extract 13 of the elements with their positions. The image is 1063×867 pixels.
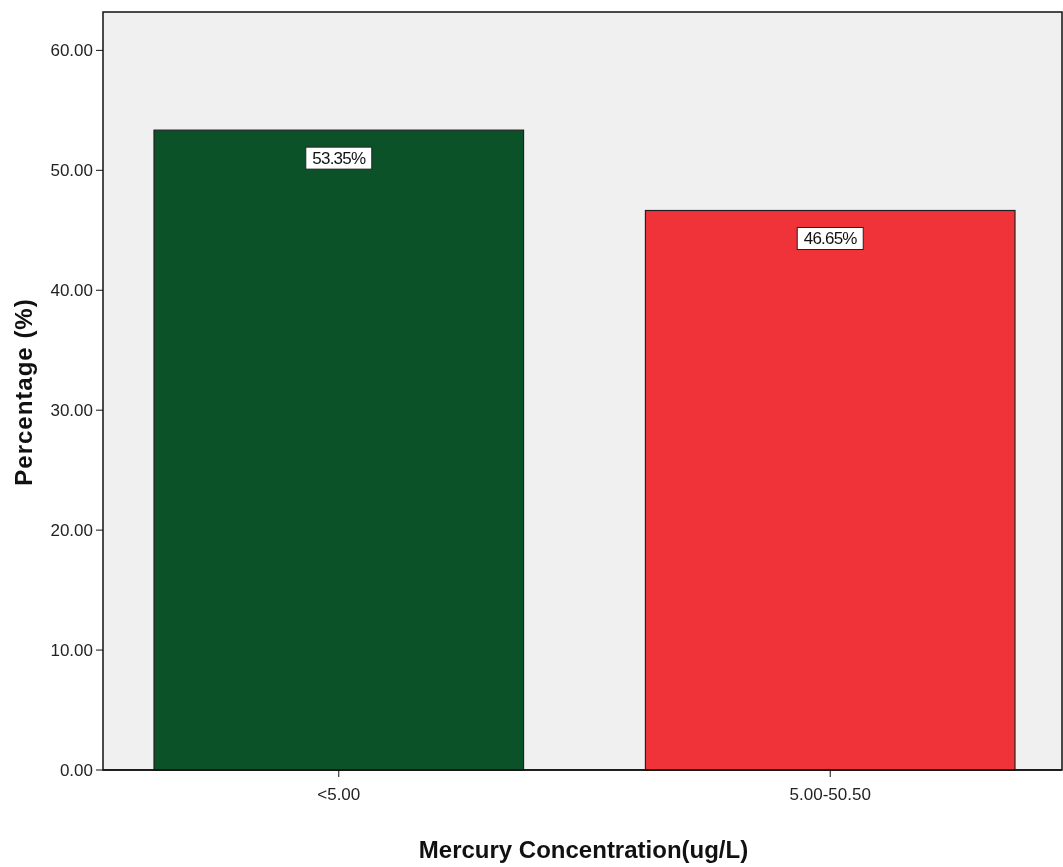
y-tick-label: 20.00 xyxy=(50,521,93,541)
y-tick-label: 60.00 xyxy=(50,41,93,61)
x-axis-title: Mercury Concentration(ug/L) xyxy=(418,836,749,863)
data-label: 46.65% xyxy=(803,229,858,249)
y-tick-label: 50.00 xyxy=(50,161,93,181)
y-tick-label: 40.00 xyxy=(50,281,93,301)
y-axis-title: Percentage (%) xyxy=(10,298,37,486)
data-label: 53.35% xyxy=(312,149,366,169)
x-tick-label: 5.00-50.50 xyxy=(789,785,871,804)
x-tick-label: <5.00 xyxy=(317,785,361,804)
y-tick-label: 0.00 xyxy=(59,760,93,780)
y-tick-label: 30.00 xyxy=(50,401,93,421)
y-tick-label: 10.00 xyxy=(50,641,93,661)
